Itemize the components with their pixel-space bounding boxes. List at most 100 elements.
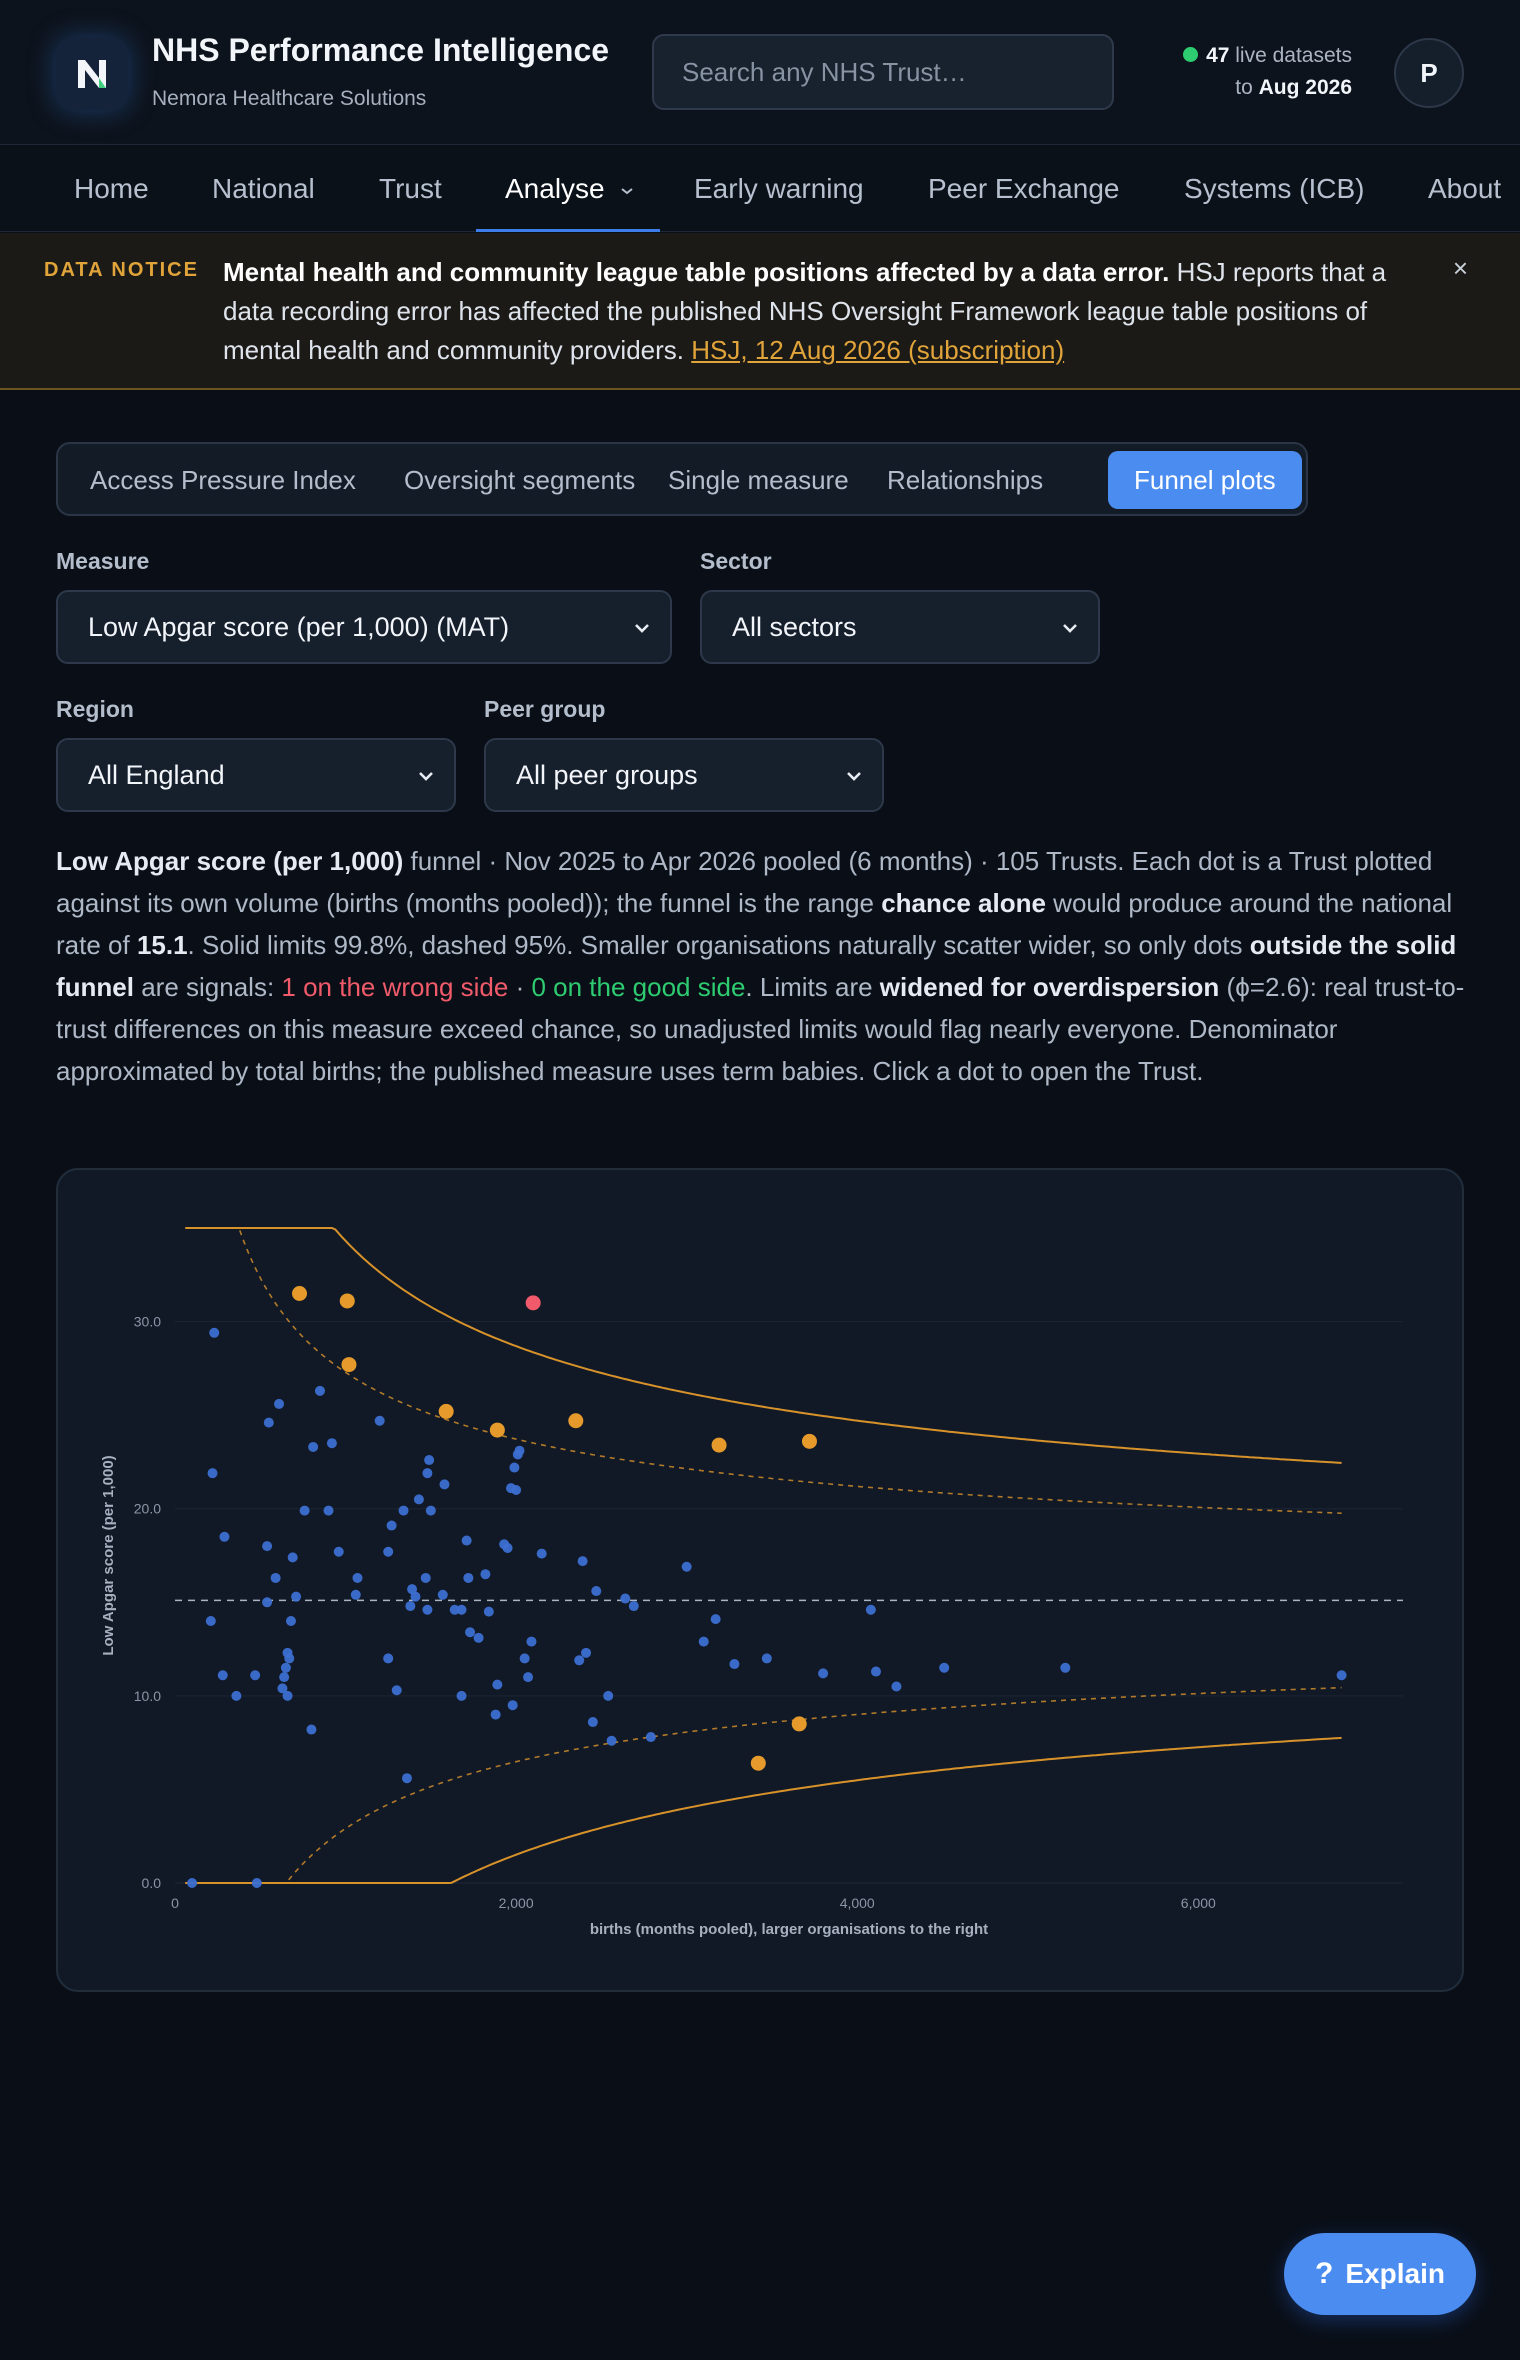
- desc-measure: Low Apgar score (per 1,000): [56, 846, 404, 876]
- main-nav: Home National Trust Analyse Early warnin…: [0, 146, 1520, 232]
- trust-point: [284, 1653, 295, 1664]
- trust-point: [277, 1683, 288, 1694]
- nav-systems-icb[interactable]: Systems (ICB): [1184, 173, 1365, 204]
- trust-search-input[interactable]: [652, 34, 1114, 110]
- trust-point: [891, 1681, 902, 1692]
- trust-point-warning: [489, 1422, 505, 1438]
- chevron-down-icon: [635, 624, 649, 633]
- trust-point: [620, 1593, 631, 1604]
- user-avatar[interactable]: P: [1394, 38, 1464, 108]
- peer-group-select[interactable]: All peer groups: [484, 738, 884, 812]
- funnel-plot: 0.0 10.0 20.0 30.0 0 2,000 4,000 6,000 births (m…: [100, 1227, 1403, 1938]
- trust-point: [587, 1717, 598, 1728]
- trust-point-warning: [801, 1433, 817, 1449]
- x-axis-label: births (months pooled), larger organisat…: [590, 1921, 988, 1938]
- live-text: live datasets: [1235, 44, 1352, 67]
- x-tick-label: 4,000: [840, 1895, 875, 1911]
- trust-point: [870, 1666, 881, 1677]
- trust-point: [326, 1438, 337, 1449]
- peer-group-label: Peer group: [484, 696, 606, 722]
- trust-point: [291, 1591, 302, 1602]
- trust-point: [502, 1543, 513, 1554]
- tab-oversight-segments[interactable]: Oversight segments: [404, 465, 636, 495]
- nav-analyse[interactable]: Analyse: [505, 146, 634, 232]
- trust-point: [205, 1616, 216, 1626]
- desc-chance: chance alone: [881, 888, 1046, 918]
- desc-part-5: . Limits are: [745, 972, 880, 1002]
- trust-point: [391, 1685, 402, 1696]
- tab-relationships[interactable]: Relationships: [887, 465, 1044, 495]
- chevron-down-icon: [847, 772, 861, 781]
- notice-headline: Mental health and community league table…: [223, 257, 1170, 287]
- trust-point: [285, 1616, 296, 1626]
- nav-peer-exchange[interactable]: Peer Exchange: [928, 173, 1120, 204]
- explain-button[interactable]: ? Explain: [1284, 2233, 1476, 2315]
- app-logo[interactable]: [56, 38, 128, 110]
- trust-point: [818, 1668, 829, 1679]
- desc-sep: ·: [508, 972, 532, 1002]
- trust-point: [1060, 1662, 1071, 1673]
- upper-95-limit: [239, 1230, 1342, 1514]
- analysis-tabs: Access Pressure Index Oversight segments…: [56, 442, 1308, 516]
- trust-point: [407, 1584, 418, 1595]
- upper-998-limit: [185, 1227, 1342, 1464]
- trust-point: [865, 1604, 876, 1615]
- desc-part-3: . Solid limits 99.8%, dashed 95%. Smalle…: [187, 930, 1250, 960]
- trust-point: [509, 1462, 520, 1473]
- trust-point: [262, 1597, 273, 1608]
- trust-point: [383, 1546, 394, 1557]
- notice-source-link[interactable]: HSJ, 12 Aug 2026 (subscription): [691, 335, 1065, 365]
- trust-point: [761, 1653, 772, 1664]
- trust-point: [492, 1679, 503, 1690]
- trust-point: [207, 1468, 218, 1479]
- nav-early-warning[interactable]: Early warning: [694, 173, 864, 204]
- funnel-description: Low Apgar score (per 1,000) funnel · Nov…: [56, 840, 1466, 1092]
- desc-part-6: (ϕ=2.6): real trust-to-trust differences…: [56, 972, 1465, 1086]
- region-select[interactable]: All England: [56, 738, 456, 812]
- nav-national[interactable]: National: [212, 173, 315, 204]
- trust-point: [523, 1672, 534, 1683]
- y-tick-label: 0.0: [142, 1875, 162, 1891]
- lower-95-limit: [239, 1686, 1342, 1884]
- measure-select-value: Low Apgar score (per 1,000) (MAT): [88, 612, 510, 642]
- desc-wrong-side: 1 on the wrong side: [281, 972, 509, 1002]
- trust-point: [231, 1690, 242, 1701]
- trust-point: [422, 1604, 433, 1615]
- trust-point: [490, 1709, 501, 1720]
- x-tick-label: 0: [171, 1895, 179, 1911]
- trust-point: [645, 1732, 656, 1743]
- nav-trust[interactable]: Trust: [379, 173, 442, 204]
- tab-funnel-plots[interactable]: Funnel plots: [1108, 451, 1302, 509]
- desc-outside: outside the solid funnel: [56, 930, 1457, 1002]
- trust-point-warning: [339, 1293, 355, 1309]
- desc-good-side: 0 on the good side: [531, 972, 746, 1002]
- app-title: NHS Performance Intelligence: [152, 32, 610, 68]
- trust-point: [217, 1670, 228, 1681]
- chevron-down-icon: [1063, 624, 1077, 633]
- tab-access-pressure-index[interactable]: Access Pressure Index: [90, 465, 356, 495]
- trust-point: [263, 1417, 274, 1428]
- notice-close-icon[interactable]: ×: [1452, 253, 1468, 283]
- measure-select[interactable]: Low Apgar score (per 1,000) (MAT): [56, 590, 672, 664]
- nav-home[interactable]: Home: [74, 173, 149, 204]
- trust-point: [279, 1672, 290, 1683]
- nav-about[interactable]: About: [1428, 173, 1502, 204]
- tab-single-measure[interactable]: Single measure: [668, 465, 849, 495]
- trust-point: [413, 1494, 424, 1505]
- x-tick-label: 2,000: [499, 1895, 534, 1911]
- trust-point: [473, 1632, 484, 1643]
- trust-point: [410, 1591, 421, 1602]
- trust-point: [603, 1690, 614, 1701]
- trust-point: [574, 1655, 585, 1666]
- trust-point: [526, 1636, 537, 1647]
- y-tick-label: 30.0: [134, 1314, 161, 1330]
- trust-point: [461, 1535, 472, 1546]
- trust-point: [425, 1505, 436, 1516]
- sector-select[interactable]: All sectors: [700, 590, 1100, 664]
- trust-point: [314, 1385, 325, 1396]
- trust-point: [507, 1700, 518, 1711]
- region-select-value: All England: [88, 760, 225, 790]
- trust-point-warning: [341, 1357, 357, 1373]
- app-header: NHS Performance Intelligence Nemora Heal…: [0, 0, 1520, 145]
- trust-point: [606, 1735, 617, 1746]
